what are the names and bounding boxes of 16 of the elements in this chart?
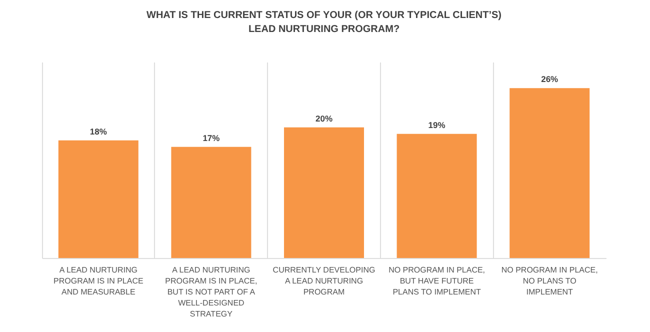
bar	[58, 140, 138, 258]
chart-title: WHAT IS THE CURRENT STATUS OF YOUR (OR YOUR TYPICAL CLIENT’S) LEAD NURTURING PROGRAM?	[146, 10, 502, 35]
data-label: 18%	[90, 126, 108, 136]
x-tick-label: NO PROGRAM IN PLACE, NO PLANS TO IMPLEMENT	[501, 266, 598, 296]
x-tick-label: CURRENTLY DEVELOPING A LEAD NURTURING PROGRAM	[272, 266, 376, 296]
x-tick-label: A LEAD NURTURING PROGRAM IS IN PLACE, BUT IS NOT PART OF A WELL-DESIGNED STRATEGY	[165, 266, 258, 318]
x-tick-label: NO PROGRAM IN PLACE, BUT HAVE FUTURE PLANS TO IMPLEMENT	[388, 266, 486, 296]
data-label: 26%	[541, 74, 559, 84]
data-label: 20%	[315, 113, 333, 124]
bar	[171, 146, 252, 258]
bar	[284, 127, 364, 258]
data-label: 17%	[202, 132, 220, 143]
bar	[510, 88, 590, 258]
data-label: 19%	[428, 120, 446, 130]
bar	[396, 134, 477, 258]
x-tick-label: A LEAD NURTURING PROGRAM IS IN PLACE AND MEASURABLE	[54, 266, 144, 296]
